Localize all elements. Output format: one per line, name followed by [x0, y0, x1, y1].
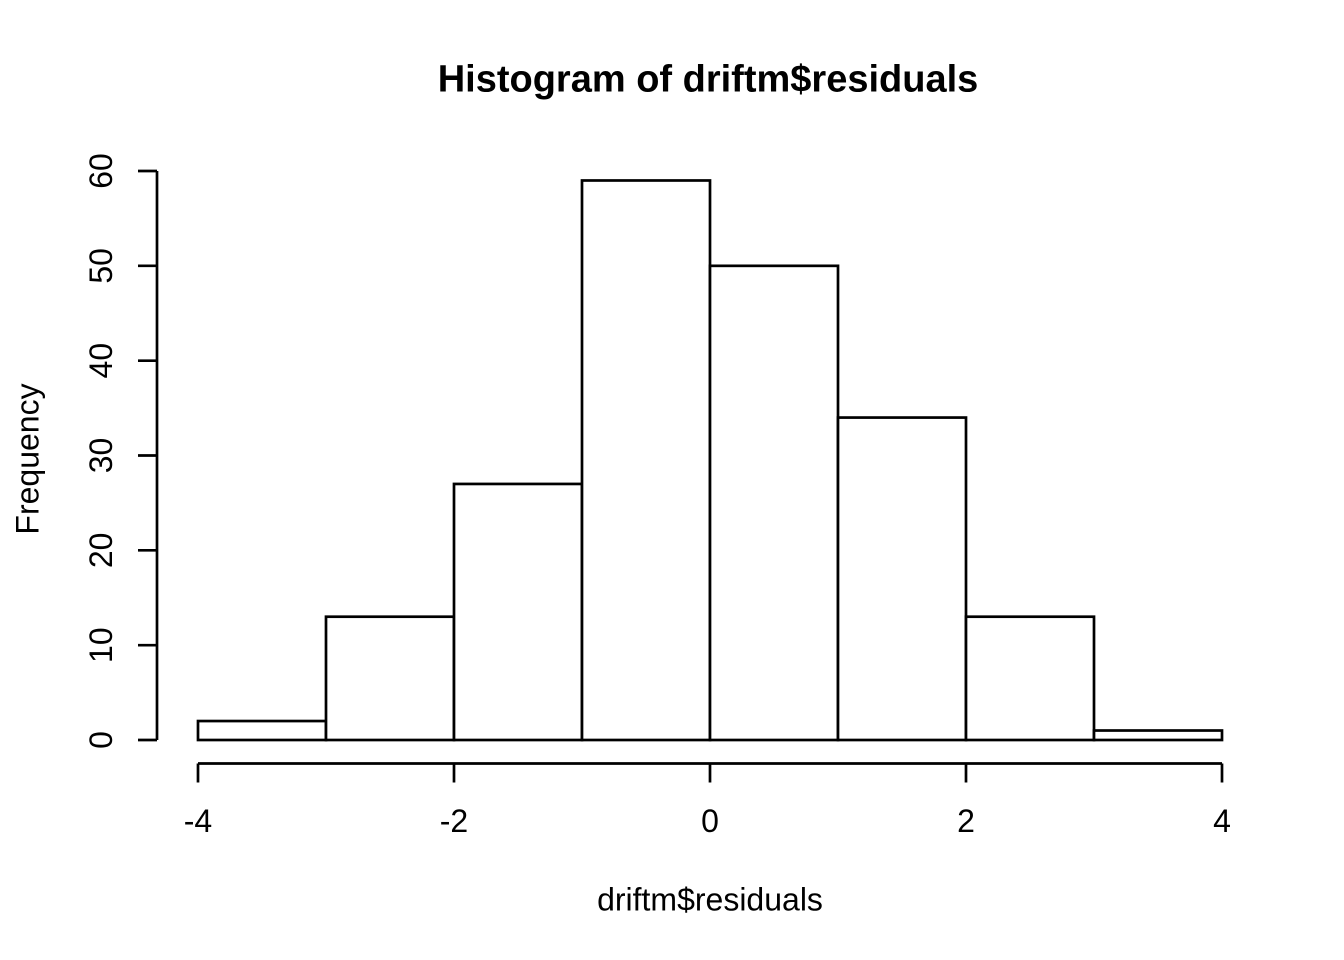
histogram-bar	[580, 179, 712, 742]
y-tick-label: 40	[83, 343, 119, 379]
y-tick-label: 0	[83, 731, 119, 749]
x-tick-label: 2	[957, 803, 975, 839]
histogram-bar	[196, 719, 328, 742]
y-tick-label: 60	[83, 153, 119, 189]
x-tick-label: -4	[184, 803, 212, 839]
histogram-bar	[452, 482, 584, 742]
x-tick-label: 0	[701, 803, 719, 839]
chart-title: Histogram of driftm$residuals	[437, 58, 979, 101]
x-tick-label: -2	[440, 803, 468, 839]
y-tick-label: 50	[83, 248, 119, 284]
y-axis-label: Frequency	[9, 383, 46, 535]
y-tick-label: 10	[83, 627, 119, 663]
histogram-bar	[964, 615, 1096, 742]
histogram-bar	[708, 264, 840, 742]
histogram-bar	[836, 416, 968, 742]
y-tick-label: 20	[83, 533, 119, 569]
x-tick-label: 4	[1213, 803, 1231, 839]
histogram-bar	[1092, 729, 1224, 742]
y-tick-label: 30	[83, 438, 119, 474]
histogram-bar	[324, 615, 456, 742]
x-axis-label: driftm$residuals	[597, 881, 823, 918]
